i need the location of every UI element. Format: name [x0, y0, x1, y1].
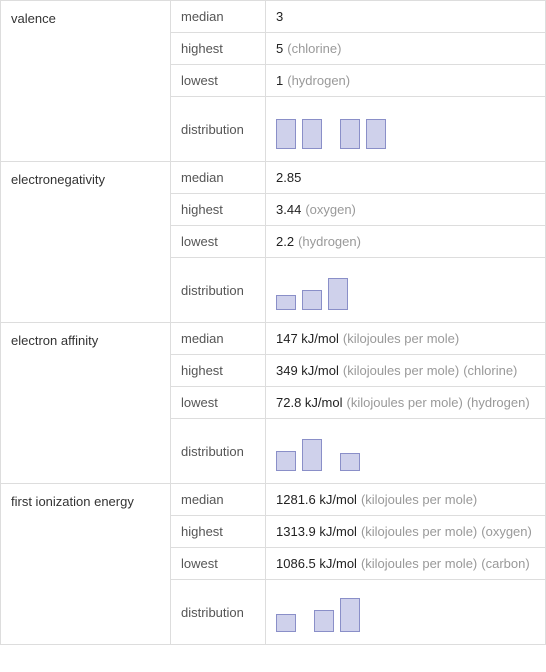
value-main: 1086.5 kJ/mol	[276, 556, 357, 571]
distribution-bar	[302, 439, 322, 471]
stat-label: median	[171, 1, 266, 33]
stat-value: 2.2 (hydrogen)	[266, 226, 546, 258]
value-unit: (kilojoules per mole)	[346, 395, 462, 410]
stat-value: 72.8 kJ/mol (kilojoules per mole) (hydroge…	[266, 387, 546, 419]
stat-value: 5 (chlorine)	[266, 33, 546, 65]
property-name: first ionization energy	[1, 484, 171, 645]
distribution-bar	[340, 119, 360, 149]
stat-label: distribution	[171, 580, 266, 645]
stat-value: 1 (hydrogen)	[266, 65, 546, 97]
value-unit: (kilojoules per mole)	[343, 331, 459, 346]
value-main: 1281.6 kJ/mol	[276, 492, 357, 507]
distribution-bar	[302, 119, 322, 149]
stat-label: lowest	[171, 387, 266, 419]
distribution-bar	[276, 295, 296, 310]
stat-label: highest	[171, 516, 266, 548]
property-name: valence	[1, 1, 171, 162]
value-note: (hydrogen)	[287, 73, 350, 88]
stat-value: 2.85	[266, 162, 546, 194]
property-name: electron affinity	[1, 323, 171, 484]
value-note: (carbon)	[481, 556, 529, 571]
value-main: 1	[276, 73, 283, 88]
value-main: 5	[276, 41, 283, 56]
value-note: (oxygen)	[481, 524, 532, 539]
distribution-cell	[266, 258, 546, 323]
stat-label: highest	[171, 33, 266, 65]
value-note: (hydrogen)	[298, 234, 361, 249]
distribution-bar	[328, 278, 348, 310]
distribution-bar	[302, 290, 322, 310]
value-main: 3	[276, 9, 283, 24]
stat-label: distribution	[171, 258, 266, 323]
value-main: 349 kJ/mol	[276, 363, 339, 378]
distribution-cell	[266, 580, 546, 645]
value-unit: (kilojoules per mole)	[361, 524, 477, 539]
value-note: (chlorine)	[463, 363, 517, 378]
value-main: 72.8 kJ/mol	[276, 395, 342, 410]
stat-label: lowest	[171, 65, 266, 97]
value-main: 3.44	[276, 202, 301, 217]
table-row: valencemedian3	[1, 1, 546, 33]
distribution-bar	[276, 614, 296, 632]
table-row: electron affinitymedian147 kJ/mol(kilojo…	[1, 323, 546, 355]
table-row: first ionization energymedian1281.6 kJ/m…	[1, 484, 546, 516]
stat-value: 3	[266, 1, 546, 33]
stat-value: 1281.6 kJ/mol (kilojoules per mole)	[266, 484, 546, 516]
stat-label: distribution	[171, 419, 266, 484]
distribution-chart	[276, 270, 535, 310]
value-main: 147 kJ/mol	[276, 331, 339, 346]
distribution-bar	[276, 451, 296, 471]
distribution-cell	[266, 419, 546, 484]
distribution-chart	[276, 109, 535, 149]
stat-label: highest	[171, 355, 266, 387]
distribution-chart	[276, 431, 535, 471]
distribution-bar	[366, 119, 386, 149]
value-note: (oxygen)	[305, 202, 356, 217]
property-name: electronegativity	[1, 162, 171, 323]
distribution-bar	[340, 598, 360, 632]
value-main: 1313.9 kJ/mol	[276, 524, 357, 539]
stat-label: lowest	[171, 548, 266, 580]
value-unit: (kilojoules per mole)	[361, 556, 477, 571]
stat-label: highest	[171, 194, 266, 226]
value-unit: (kilojoules per mole)	[361, 492, 477, 507]
value-main: 2.85	[276, 170, 301, 185]
stat-label: median	[171, 484, 266, 516]
stat-value: 147 kJ/mol (kilojoules per mole)	[266, 323, 546, 355]
stat-value: 349 kJ/mol (kilojoules per mole) (chlorine…	[266, 355, 546, 387]
stat-value: 3.44 (oxygen)	[266, 194, 546, 226]
distribution-cell	[266, 97, 546, 162]
stat-label: distribution	[171, 97, 266, 162]
properties-table: valencemedian3highest5(chlorine)lowest1(…	[0, 0, 546, 645]
stat-value: 1313.9 kJ/mol (kilojoules per mole) (oxyge…	[266, 516, 546, 548]
distribution-bar	[314, 610, 334, 632]
distribution-bar	[276, 119, 296, 149]
stat-label: lowest	[171, 226, 266, 258]
value-main: 2.2	[276, 234, 294, 249]
stat-label: median	[171, 323, 266, 355]
value-note: (chlorine)	[287, 41, 341, 56]
value-note: (hydrogen)	[467, 395, 530, 410]
value-unit: (kilojoules per mole)	[343, 363, 459, 378]
stat-value: 1086.5 kJ/mol (kilojoules per mole) (carbo…	[266, 548, 546, 580]
stat-label: median	[171, 162, 266, 194]
table-row: electronegativitymedian2.85	[1, 162, 546, 194]
distribution-chart	[276, 592, 535, 632]
distribution-bar	[340, 453, 360, 471]
